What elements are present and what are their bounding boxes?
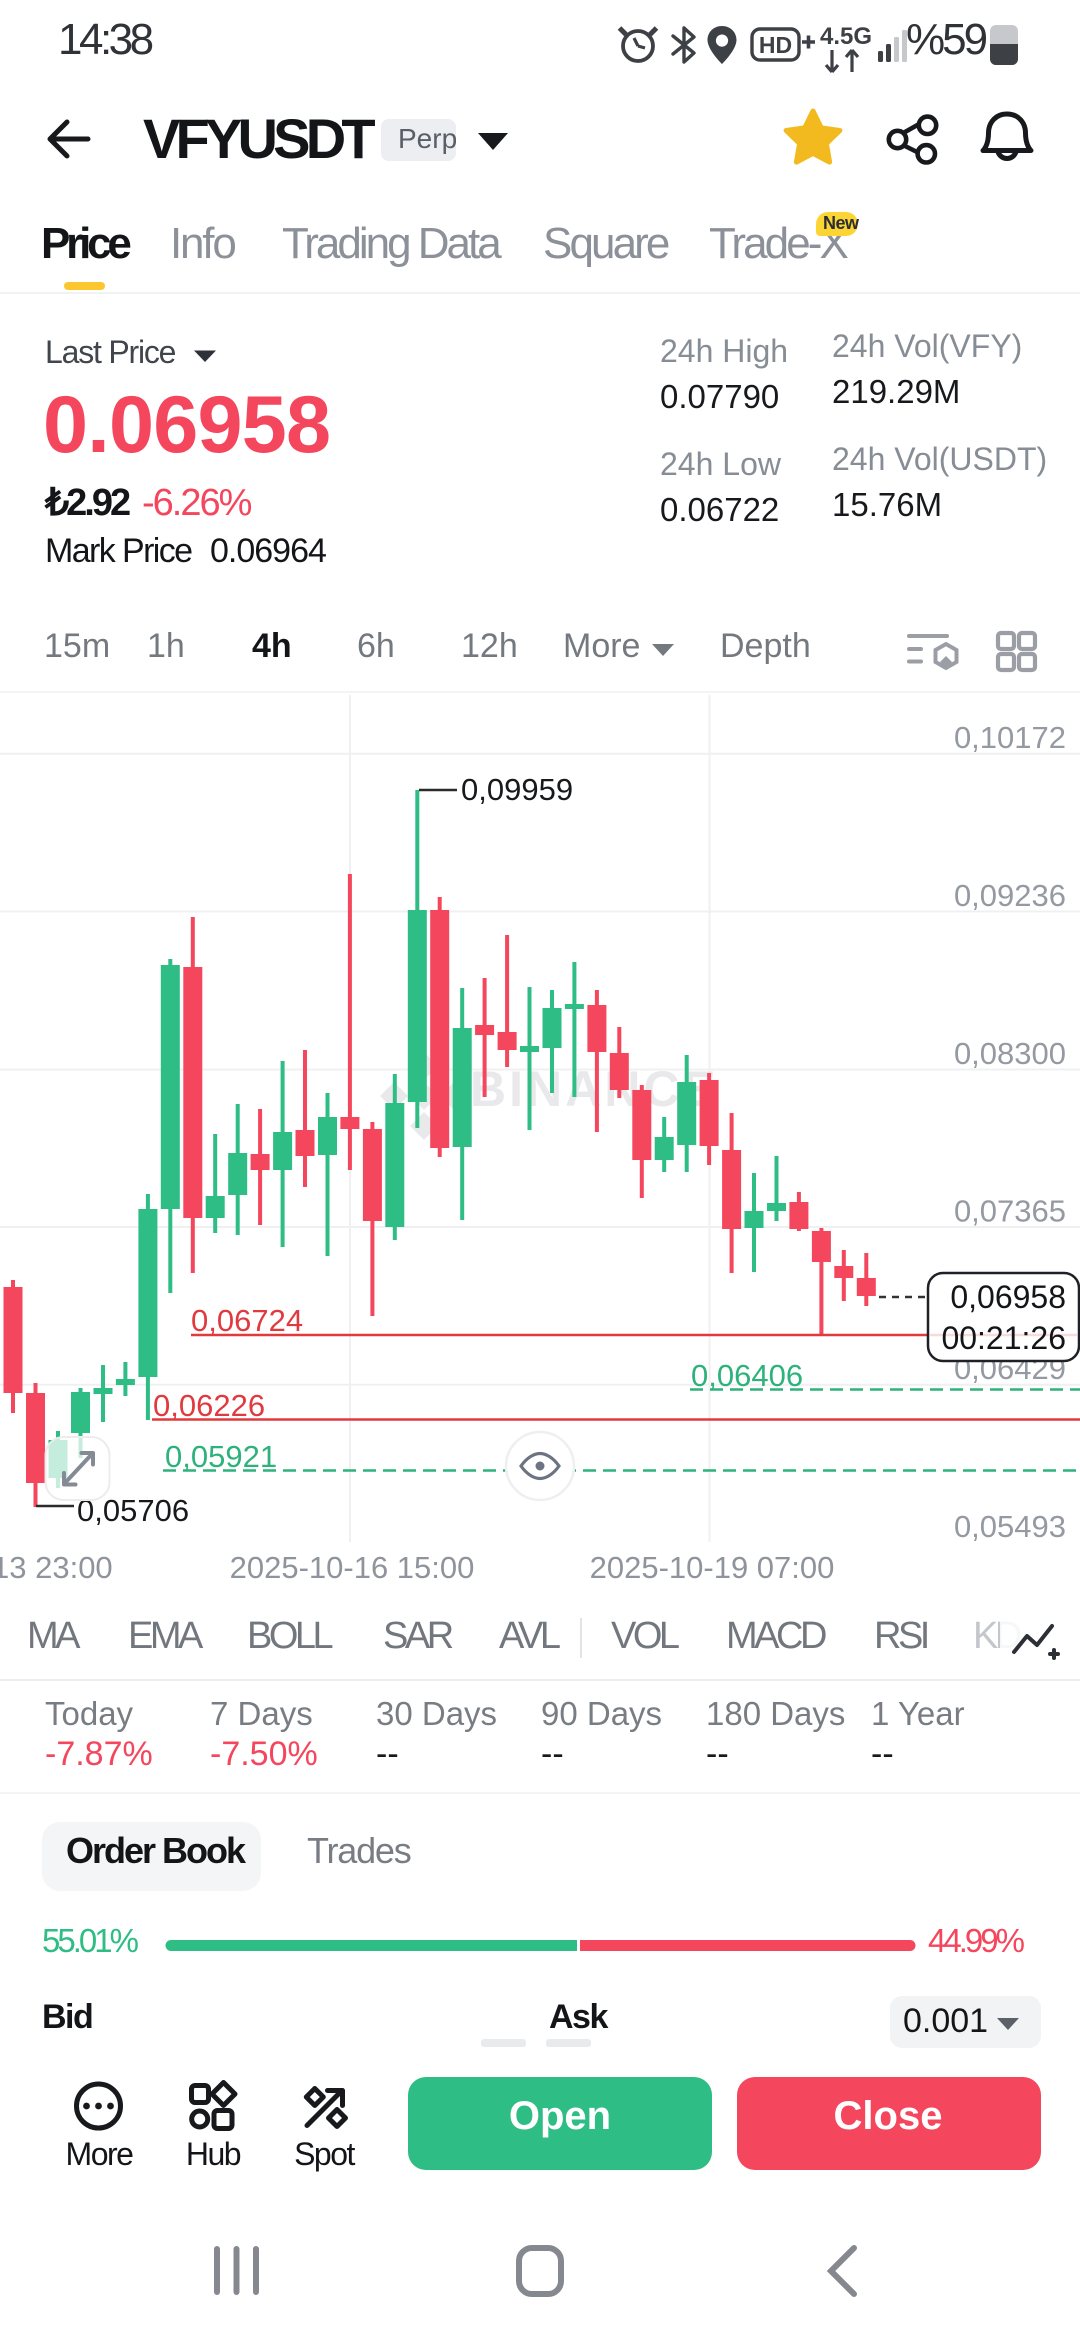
svg-text:0,10172: 0,10172 <box>954 720 1066 755</box>
svg-text:0,06724: 0,06724 <box>191 1303 303 1338</box>
svg-text:0,08300: 0,08300 <box>954 1036 1066 1071</box>
svg-text:0,06958: 0,06958 <box>950 1279 1066 1315</box>
svg-text:0,05921: 0,05921 <box>165 1439 277 1474</box>
svg-text:0,05493: 0,05493 <box>954 1509 1066 1544</box>
svg-text:4.5G: 4.5G <box>820 23 872 50</box>
svg-text:0,09959: 0,09959 <box>461 772 573 807</box>
svg-text:13 23:00: 13 23:00 <box>0 1550 113 1585</box>
svg-text:BINANCE: BINANCE <box>470 1061 719 1117</box>
svg-text:2025-10-16 15:00: 2025-10-16 15:00 <box>230 1550 475 1585</box>
svg-text:0,07365: 0,07365 <box>954 1194 1066 1229</box>
svg-text:HD: HD <box>759 32 792 58</box>
svg-text:00:21:26: 00:21:26 <box>941 1320 1066 1356</box>
svg-text:0,06226: 0,06226 <box>153 1388 265 1423</box>
svg-text:0,09236: 0,09236 <box>954 878 1066 913</box>
svg-text:2025-10-19 07:00: 2025-10-19 07:00 <box>590 1550 835 1585</box>
svg-text:0,06406: 0,06406 <box>691 1358 803 1393</box>
